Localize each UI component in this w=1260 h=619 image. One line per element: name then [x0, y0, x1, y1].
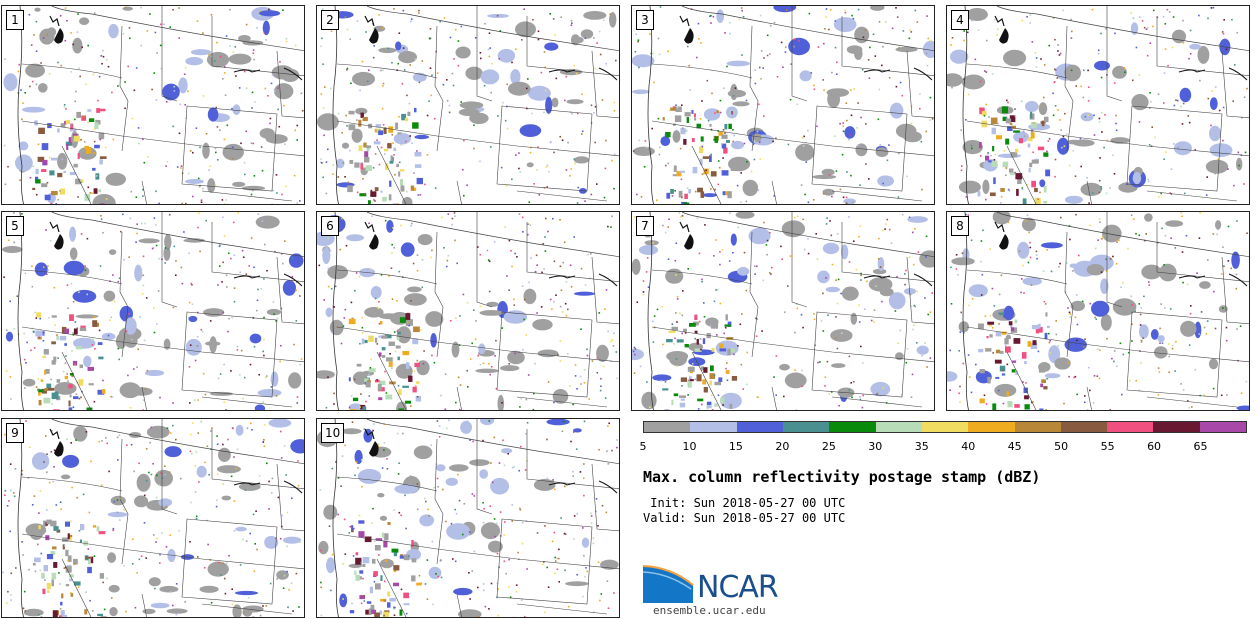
colorbar-segment	[1107, 422, 1154, 432]
colorbar-tick-label: 55	[1100, 440, 1115, 453]
init-time: Init: Sun 2018-05-27 00 UTC	[643, 496, 846, 510]
member-panel-10: 10	[316, 418, 620, 618]
reflectivity-map	[3, 6, 304, 204]
colorbar-segment	[690, 422, 737, 432]
panel-label: 10	[321, 423, 345, 443]
colorbar-segment	[829, 422, 876, 432]
ncar-logo-text: NCAR	[697, 570, 779, 605]
ncar-logo-icon	[643, 565, 694, 603]
reflectivity-map	[317, 212, 619, 410]
colorbar-segment	[921, 422, 969, 432]
member-panel-5: 5	[1, 211, 305, 411]
colorbar-segment	[968, 422, 1015, 432]
reflectivity-map	[632, 212, 934, 410]
panel-label: 2	[321, 10, 339, 30]
colorbar-segment	[1014, 422, 1061, 432]
panel-label: 9	[6, 423, 24, 443]
member-panel-2: 2	[316, 5, 620, 205]
colorbar-tick-label: 25	[821, 440, 836, 453]
colorbar-tick-label: 15	[728, 440, 743, 453]
colorbar-segment	[1199, 422, 1247, 432]
reflectivity-map	[2, 419, 304, 617]
reflectivity-map	[2, 212, 304, 410]
panel-label: 5	[6, 216, 24, 236]
member-panel-4: 4	[946, 5, 1250, 205]
colorbar-tick-label: 50	[1054, 440, 1069, 453]
reflectivity-map	[632, 6, 934, 204]
panel-label: 4	[951, 10, 969, 30]
colorbar-ticks: 5 10 15 20 25 30 35 40 45 50 55 60 65	[639, 440, 1247, 454]
colorbar-segment	[644, 422, 691, 432]
colorbar-tick-label: 30	[868, 440, 883, 453]
colorbar-segment	[875, 422, 922, 432]
reflectivity-map	[947, 6, 1249, 204]
member-panel-8: 8	[946, 211, 1250, 411]
colorbar-tick-label: 40	[961, 440, 976, 453]
panel-label: 3	[636, 10, 654, 30]
colorbar-segment	[736, 422, 783, 432]
colorbar-segment	[1060, 422, 1108, 432]
colorbar-tick-label: 10	[682, 440, 697, 453]
valid-time: Valid: Sun 2018-05-27 00 UTC	[643, 511, 846, 525]
reflectivity-map	[317, 6, 619, 204]
ensemble-site-url[interactable]: ensemble.ucar.edu	[653, 604, 766, 617]
panel-label: 8	[951, 216, 969, 236]
colorbar-segment	[1153, 422, 1200, 432]
member-panel-1: 1	[1, 5, 305, 205]
member-panel-6: 6	[316, 211, 620, 411]
reflectivity-map	[317, 419, 619, 617]
colorbar-tick-label: 20	[775, 440, 790, 453]
panel-label: 6	[321, 216, 339, 236]
colorbar-tick-label: 5	[639, 440, 647, 453]
colorbar-segment	[782, 422, 830, 432]
colorbar-tick-label: 60	[1147, 440, 1162, 453]
panel-label: 7	[636, 216, 654, 236]
reflectivity-map	[947, 212, 1249, 410]
member-panel-9: 9	[1, 418, 305, 618]
colorbar-tick-label: 35	[914, 440, 929, 453]
colorbar-tick-label: 45	[1007, 440, 1022, 453]
member-panel-3: 3	[631, 5, 935, 205]
figure-title: Max. column reflectivity postage stamp (…	[643, 468, 1041, 486]
panel-label: 1	[6, 10, 24, 30]
colorbar-tick-label: 65	[1193, 440, 1208, 453]
colorbar	[643, 421, 1247, 433]
member-panel-7: 7	[631, 211, 935, 411]
